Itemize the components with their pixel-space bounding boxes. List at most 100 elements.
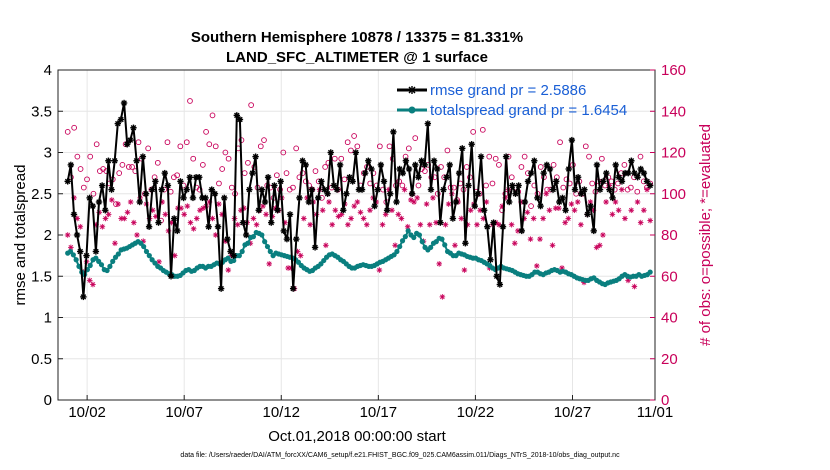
rmse-point xyxy=(358,186,366,193)
rmse-point xyxy=(612,161,619,169)
rmse-point xyxy=(117,116,125,123)
obs-possible-point xyxy=(302,178,309,185)
obs-evaluated-point xyxy=(480,215,487,222)
obs-evaluated-point xyxy=(540,215,546,222)
rmse-point xyxy=(274,207,281,214)
spread-point xyxy=(87,262,93,269)
rmse-point xyxy=(186,174,194,181)
obs-evaluated-point xyxy=(181,211,187,218)
obs-possible-point xyxy=(422,168,428,174)
rmse-point xyxy=(70,211,78,218)
rmse-point xyxy=(496,281,504,288)
obs-evaluated-point xyxy=(253,221,260,228)
spread-point xyxy=(405,228,411,234)
rmse-point xyxy=(512,190,519,197)
rmse-point xyxy=(518,227,525,235)
x-tick-label: 10/12 xyxy=(262,404,300,421)
obs-possible-point xyxy=(77,166,84,172)
rmse-point xyxy=(418,157,425,164)
obs-evaluated-point xyxy=(86,277,93,284)
spread-point xyxy=(239,248,245,255)
rmse-point xyxy=(578,190,585,197)
x-tick-label: 11/01 xyxy=(637,404,673,421)
rmse-point xyxy=(421,161,428,169)
obs-possible-point xyxy=(206,141,213,148)
rmse-point xyxy=(365,157,372,164)
obs-possible-point xyxy=(90,190,97,197)
rmse-point xyxy=(543,161,551,169)
rmse-point xyxy=(289,285,297,292)
obs-evaluated-point xyxy=(574,199,581,205)
chart-subtitle: LAND_SFC_ALTIMETER @ 1 surface xyxy=(226,49,488,66)
rmse-point xyxy=(302,161,309,169)
obs-evaluated-point xyxy=(530,215,537,222)
obs-possible-point xyxy=(322,164,328,170)
rmse-point xyxy=(581,186,588,193)
obs-possible-point xyxy=(412,135,419,141)
rmse-point xyxy=(380,178,388,185)
obs-evaluated-point xyxy=(360,215,367,222)
obs-possible-point xyxy=(177,143,184,150)
rmse-point xyxy=(324,190,331,197)
obs-evaluated-point xyxy=(439,294,446,300)
y-tick-label: 1.5 xyxy=(31,268,52,285)
obs-evaluated-point xyxy=(348,215,354,222)
rmse-point xyxy=(167,273,175,280)
rmse-point xyxy=(264,174,272,181)
obs-possible-point xyxy=(135,139,142,146)
y-tick-label: 3 xyxy=(44,145,52,162)
rmse-point xyxy=(465,182,472,189)
rmse-point xyxy=(509,182,516,189)
rmse-point xyxy=(574,174,582,181)
spread-point xyxy=(107,263,113,269)
rmse-point xyxy=(305,198,313,206)
obs-evaluated-point xyxy=(417,221,424,228)
y-right-tick-label: 40 xyxy=(661,310,678,327)
rmse-point xyxy=(371,202,378,210)
spread-point xyxy=(397,243,403,250)
obs-evaluated-point xyxy=(108,197,115,203)
obs-evaluated-point xyxy=(307,221,313,228)
obs-evaluated-point xyxy=(209,215,216,222)
rmse-point xyxy=(221,194,228,202)
rmse-point xyxy=(252,153,259,160)
rmse-point xyxy=(374,186,381,193)
obs-evaluated-point xyxy=(600,232,606,238)
obs-possible-point xyxy=(203,129,209,135)
obs-evaluated-point xyxy=(411,199,417,205)
obs-possible-point xyxy=(116,170,123,176)
rmse-point xyxy=(340,207,347,214)
legend-spread-marker xyxy=(408,106,416,114)
y-axis-left-ticks: 0 0.5 1 1.5 2 2.5 3 3.5 4 xyxy=(31,62,63,409)
obs-evaluated-point xyxy=(127,199,134,205)
rmse-point xyxy=(349,178,356,185)
obs-evaluated-point xyxy=(357,209,364,216)
obs-evaluated-point xyxy=(121,215,128,222)
spread-point xyxy=(73,257,79,263)
rmse-point xyxy=(149,186,156,193)
obs-evaluated-point xyxy=(354,199,361,205)
plot-area xyxy=(64,98,654,301)
obs-possible-point xyxy=(183,139,190,146)
obs-evaluated-point xyxy=(442,221,449,228)
x-tick-label: 10/07 xyxy=(165,404,203,421)
y-axis-label: rmse and totalspread xyxy=(12,165,29,306)
obs-evaluated-point xyxy=(216,201,222,207)
rmse-point xyxy=(224,235,231,243)
rmse-point xyxy=(183,186,190,193)
obs-evaluated-point xyxy=(301,215,307,222)
obs-evaluated-point xyxy=(474,221,480,228)
obs-evaluated-point xyxy=(423,201,430,207)
obs-possible-point xyxy=(637,153,644,160)
obs-possible-point xyxy=(521,153,528,160)
rmse-point xyxy=(646,182,654,189)
obs-possible-point xyxy=(74,153,81,160)
obs-evaluated-point xyxy=(612,199,619,205)
rmse-point xyxy=(368,165,375,173)
rmse-point xyxy=(521,198,529,206)
obs-evaluated-point xyxy=(193,215,200,222)
rmse-point xyxy=(480,207,488,214)
obs-evaluated-point xyxy=(549,242,556,249)
rmse-point xyxy=(361,169,369,177)
rmse-point xyxy=(174,227,181,235)
